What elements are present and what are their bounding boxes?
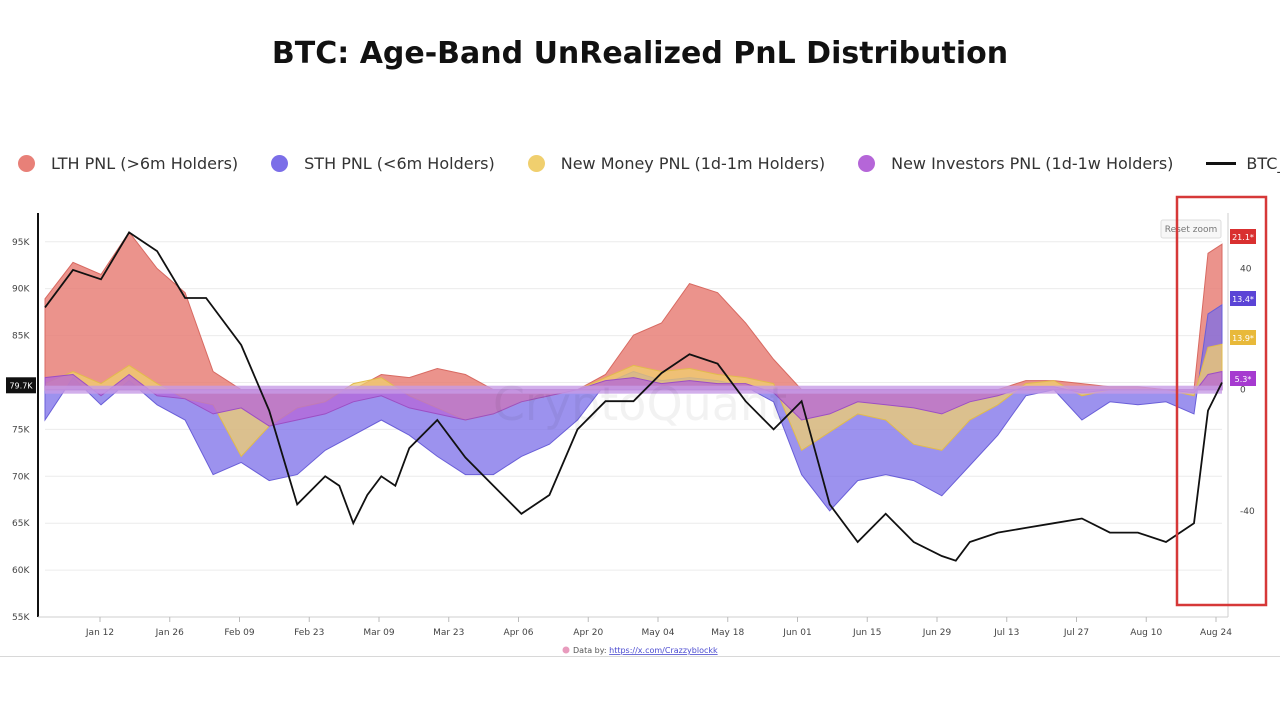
right-value-badge: [1230, 291, 1256, 306]
x-tick-label: Apr 06: [504, 628, 534, 638]
legend-dot-sth: [271, 154, 289, 172]
x-tick-label: Feb 09: [224, 628, 255, 638]
right-value-badge: [1230, 371, 1256, 386]
x-tick-label: Jul 13: [993, 628, 1019, 638]
area-new-money: [44, 343, 1223, 458]
x-tick-label: Jun 01: [782, 628, 811, 638]
y-tick-label: 85K: [12, 332, 30, 342]
footer-link[interactable]: https://x.com/Crazzyblockk: [609, 646, 718, 655]
right-value-badge: [1230, 229, 1256, 244]
right-value-label: 13.4*: [1232, 295, 1254, 304]
legend-label-lth: LTH PNL (>6m Holders): [51, 153, 239, 173]
footer-divider: [0, 656, 1280, 657]
area-lth: [44, 231, 1223, 391]
footer-prefix: Data by:: [573, 646, 609, 655]
x-tick-label: Feb 23: [294, 628, 324, 638]
x-tick-label: Aug 24: [1200, 628, 1232, 638]
x-tick-label: Aug 10: [1130, 628, 1162, 638]
right-y-tick-label: 40: [1240, 264, 1252, 274]
legend-item-new-investors[interactable]: New Investors PNL (1d-1w Holders): [858, 154, 1173, 173]
current-price-badge: [6, 377, 36, 394]
footer-credit: Data by: https://x.com/Crazzyblockk: [573, 646, 718, 655]
y-tick-label: 65K: [12, 519, 30, 529]
x-tick-label: Jun 15: [852, 628, 881, 638]
legend-dot-new-money: [527, 154, 545, 172]
y-tick-label: 70K: [12, 472, 30, 482]
btc-price-line: [44, 231, 1223, 562]
legend-line-btc-price: [1206, 161, 1237, 165]
legend-item-lth[interactable]: LTH PNL (>6m Holders): [18, 154, 238, 173]
highlight-box: [1175, 195, 1268, 607]
legend-item-sth[interactable]: STH PNL (<6m Holders): [271, 154, 495, 173]
legend: LTH PNL (>6m Holders) STH PNL (<6m Holde…: [18, 151, 1280, 175]
right-value-label: 5.3*: [1235, 375, 1252, 384]
footer-icon: [562, 646, 570, 654]
chart-title: BTC: Age-Band UnRealized PnL Distributio…: [271, 36, 1009, 71]
x-tick-label: Jan 12: [85, 628, 114, 638]
x-tick-label: Mar 23: [433, 628, 464, 638]
right-y-tick-label: 0: [1240, 386, 1246, 396]
legend-item-btc-price[interactable]: BTC_Price: [1206, 154, 1280, 173]
legend-label-sth: STH PNL (<6m Holders): [304, 153, 495, 173]
x-tick-label: Mar 09: [363, 628, 395, 638]
y-tick-label: 75K: [12, 425, 30, 435]
right-value-label: 21.1*: [1232, 233, 1254, 242]
x-tick-label: May 04: [642, 628, 675, 638]
right-y-tick-label: -40: [1240, 507, 1255, 517]
y-tick-label: 60K: [12, 566, 30, 576]
y-tick-label: 55K: [12, 613, 30, 623]
y-tick-label: 90K: [12, 285, 30, 295]
x-tick-label: Jan 26: [155, 628, 184, 638]
zero-band: [45, 385, 1222, 394]
right-value-label: 13.9*: [1232, 334, 1254, 343]
legend-label-new-investors: New Investors PNL (1d-1w Holders): [891, 153, 1174, 173]
current-price-label: 79.7K: [9, 381, 33, 390]
legend-dot-lth: [18, 154, 35, 172]
right-value-badge: [1230, 330, 1256, 345]
x-tick-label: Jun 29: [922, 628, 952, 638]
legend-label-btc-price: BTC_Price: [1246, 153, 1280, 173]
watermark: CryptoQuant: [493, 377, 787, 431]
legend-label-new-money: New Money PNL (1d-1m Holders): [560, 153, 826, 173]
x-tick-label: May 18: [711, 628, 744, 638]
legend-dot-new-investors: [858, 154, 876, 172]
x-tick-label: Apr 20: [573, 628, 603, 638]
reset-zoom-label: Reset zoom: [1165, 225, 1218, 235]
legend-item-new-money[interactable]: New Money PNL (1d-1m Holders): [527, 153, 826, 173]
x-tick-label: Jul 27: [1063, 628, 1089, 638]
y-tick-label: 95K: [12, 238, 30, 248]
